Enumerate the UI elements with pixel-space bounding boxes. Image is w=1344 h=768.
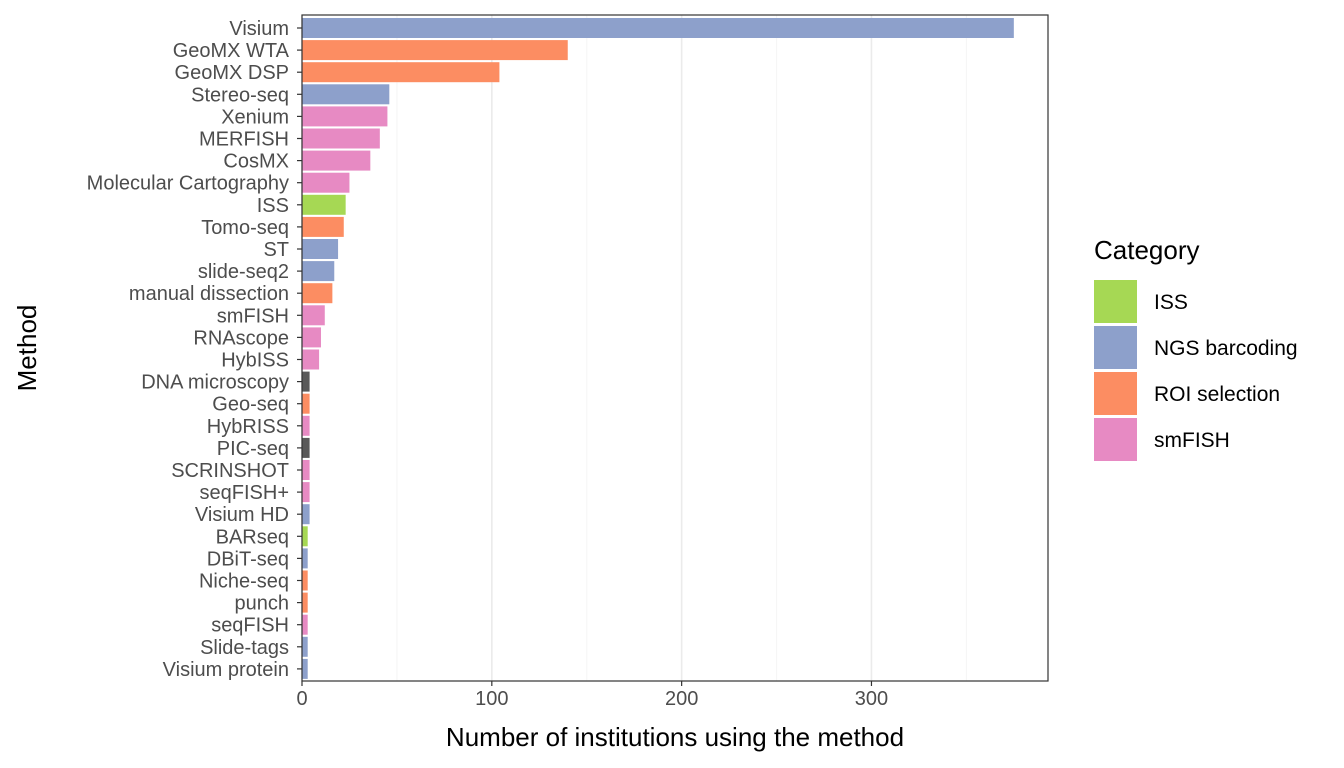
- bar-punch: [302, 592, 308, 613]
- x-tick-label: 0: [296, 688, 307, 710]
- y-tick-label: Tomo-seq: [201, 217, 289, 239]
- bar-dna-microscopy: [302, 371, 310, 392]
- bar-visium-hd: [302, 504, 310, 525]
- bar-xenium: [302, 106, 388, 127]
- y-tick-label: ST: [263, 239, 289, 261]
- y-tick-label: SCRINSHOT: [171, 460, 289, 482]
- legend-key-smfish: [1094, 418, 1137, 461]
- y-tick-label: seqFISH+: [200, 482, 289, 504]
- bar-cosmx: [302, 150, 371, 171]
- y-tick-label: PIC-seq: [217, 438, 289, 460]
- y-tick-label: GeoMX WTA: [173, 40, 290, 62]
- y-tick-label: Visium: [229, 18, 289, 40]
- bar-rnascope: [302, 327, 321, 348]
- y-tick-label: Niche-seq: [199, 571, 289, 593]
- bar-hybiss: [302, 349, 320, 370]
- bar-smfish: [302, 305, 325, 326]
- y-tick-label: HybRISS: [207, 416, 289, 438]
- legend: Category ISS NGS barcoding ROI selection sm…: [1094, 235, 1298, 461]
- y-tick-label: BARseq: [216, 526, 289, 548]
- x-axis: 0 100 200 300: [296, 681, 888, 710]
- bar-geomx-dsp: [302, 62, 500, 83]
- y-tick-label: Xenium: [221, 106, 289, 128]
- legend-key-ngs-barcoding: [1094, 326, 1137, 369]
- bar-seqfish-: [302, 482, 310, 503]
- y-tick-label: RNAscope: [193, 327, 289, 349]
- bar-seqfish: [302, 614, 308, 635]
- bar-visium: [302, 18, 1014, 38]
- bar-stereo-seq: [302, 84, 390, 105]
- x-tick-label: 200: [665, 688, 698, 710]
- y-tick-label: DNA microscopy: [141, 372, 289, 394]
- y-tick-label: Stereo-seq: [191, 84, 289, 106]
- bar-tomo-seq: [302, 216, 344, 237]
- y-tick-label: Visium protein: [163, 659, 289, 681]
- bar-st: [302, 239, 339, 259]
- bar-barseq: [302, 526, 308, 547]
- y-tick-label: MERFISH: [199, 129, 289, 151]
- panel-border: [301, 14, 1049, 682]
- bar-manual-dissection: [302, 283, 333, 304]
- y-tick-label: seqFISH: [211, 615, 289, 637]
- legend-title: Category: [1094, 235, 1200, 265]
- y-tick-label: Visium HD: [195, 504, 289, 526]
- legend-label: ROI selection: [1154, 383, 1280, 406]
- bar-dbit-seq: [302, 548, 308, 569]
- bar-molecular-cartography: [302, 172, 350, 193]
- bar-slide-tags: [302, 636, 308, 657]
- bar-merfish: [302, 128, 380, 149]
- y-axis-title: Method: [12, 305, 42, 392]
- bars: [302, 18, 1014, 679]
- y-tick-label: ISS: [257, 195, 289, 217]
- legend-items: ISS NGS barcoding ROI selection smFISH: [1094, 280, 1298, 461]
- legend-label: NGS barcoding: [1154, 337, 1298, 360]
- bar-scrinshot: [302, 460, 310, 480]
- legend-label: smFISH: [1154, 429, 1230, 452]
- y-tick-label: DBiT-seq: [207, 548, 289, 570]
- y-tick-label: punch: [235, 593, 290, 615]
- legend-label: ISS: [1154, 291, 1188, 314]
- y-tick-label: slide-seq2: [198, 261, 289, 283]
- y-tick-label: manual dissection: [129, 283, 289, 305]
- y-tick-label: CosMX: [223, 151, 289, 173]
- bar-iss: [302, 194, 346, 215]
- x-tick-label: 100: [475, 688, 508, 710]
- y-tick-label: Geo-seq: [212, 394, 289, 416]
- x-axis-title: Number of institutions using the method: [446, 722, 904, 752]
- bar-slide-seq2: [302, 261, 335, 282]
- y-tick-label: GeoMX DSP: [175, 62, 289, 84]
- y-tick-label: Slide-tags: [200, 637, 289, 659]
- bar-pic-seq: [302, 437, 310, 458]
- x-tick-label: 300: [855, 688, 888, 710]
- bar-hybriss: [302, 415, 310, 436]
- bar-geomx-wta: [302, 40, 568, 61]
- bar-visium-protein: [302, 658, 308, 679]
- y-tick-label: Molecular Cartography: [87, 173, 289, 195]
- y-tick-label: HybISS: [221, 350, 289, 372]
- y-tick-label: smFISH: [217, 305, 289, 327]
- bar-geo-seq: [302, 393, 310, 414]
- legend-key-iss: [1094, 280, 1137, 323]
- bar-niche-seq: [302, 570, 308, 591]
- legend-key-roi-selection: [1094, 372, 1137, 415]
